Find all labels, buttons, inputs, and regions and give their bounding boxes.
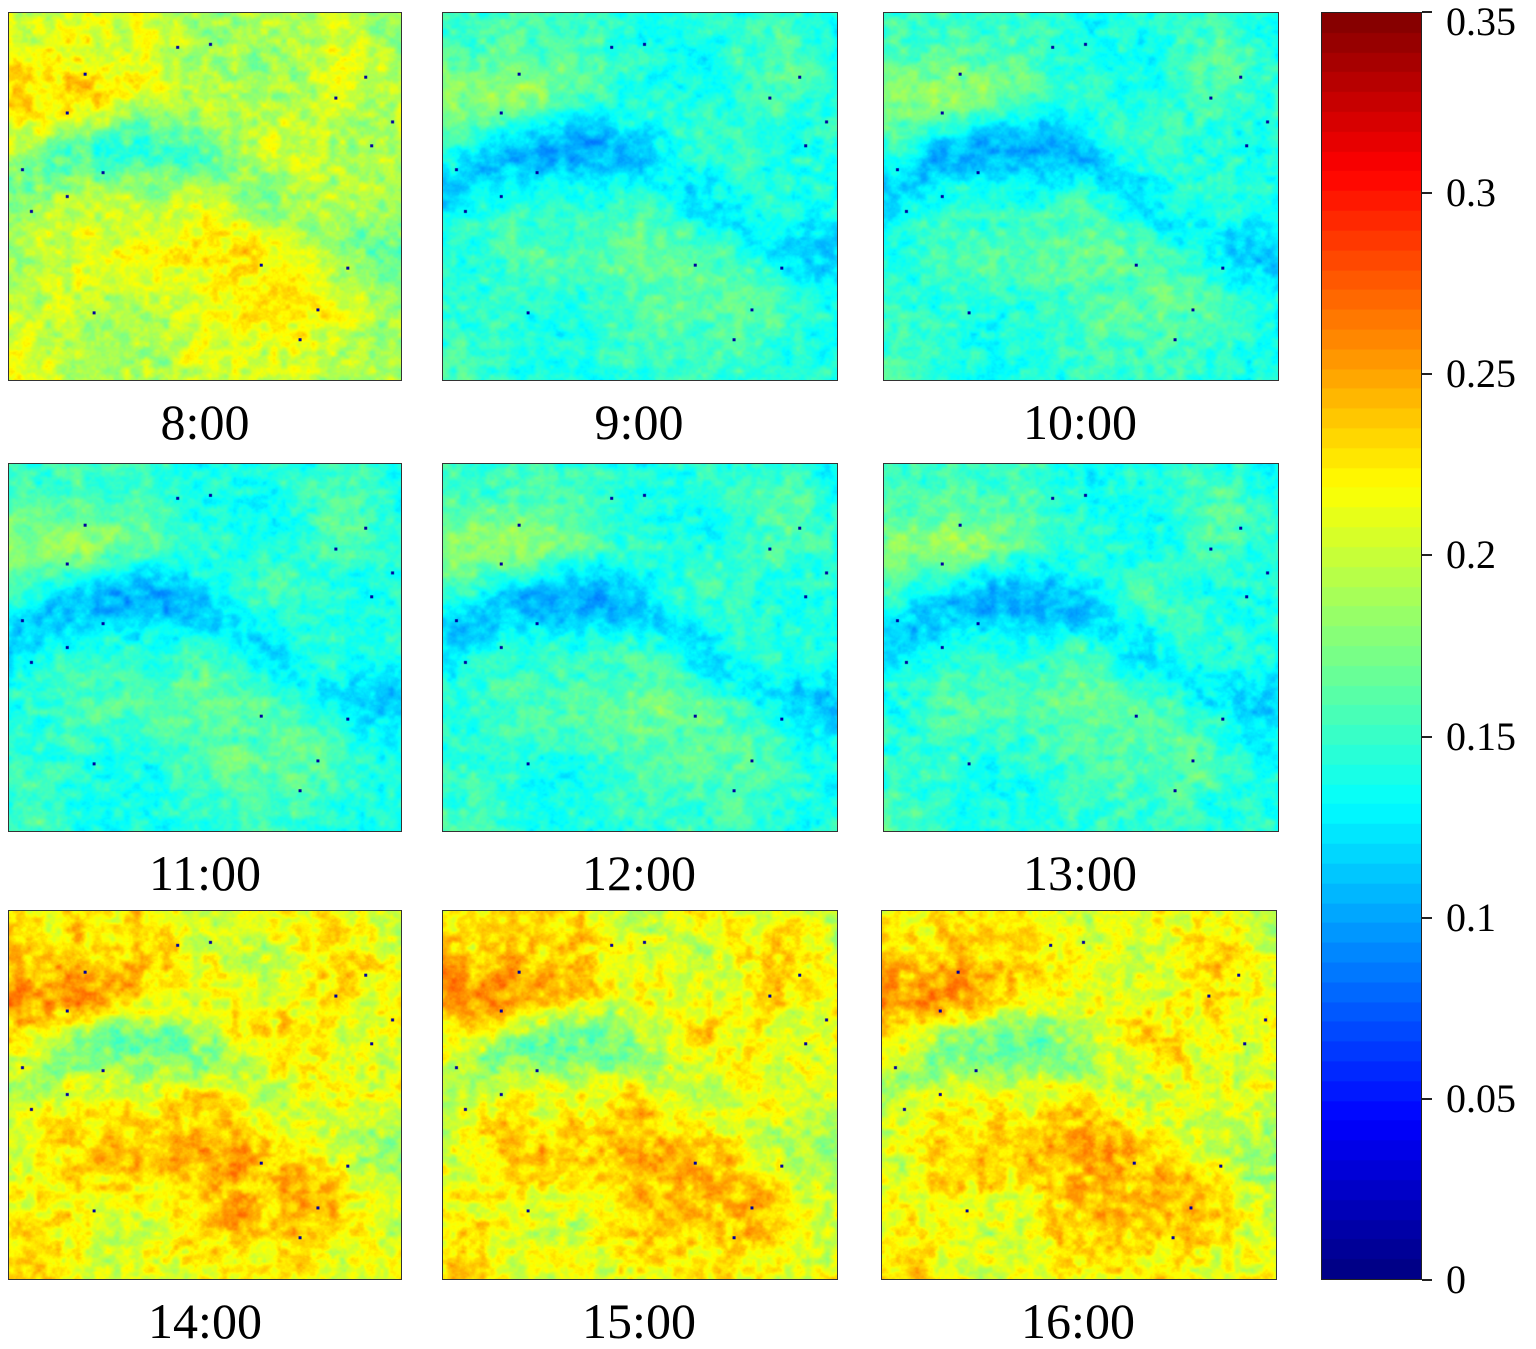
time-label-1300: 13:00 — [1023, 845, 1137, 901]
map-panel-1600 — [881, 910, 1277, 1280]
colorbar-tick-mark — [1422, 735, 1432, 738]
colorbar-tick-mark — [1422, 554, 1432, 557]
map-panel-0800 — [8, 12, 402, 381]
time-label-0900: 9:00 — [594, 394, 684, 450]
map-panel-1400 — [8, 910, 402, 1280]
colorbar-tick-label: 0.25 — [1446, 351, 1516, 397]
time-label-1400: 14:00 — [148, 1293, 262, 1349]
map-panel-1100 — [8, 463, 402, 832]
map-panel-1300 — [883, 463, 1279, 832]
map-panel-1000 — [883, 12, 1279, 381]
colorbar-tick-mark — [1422, 11, 1432, 13]
time-label-1000: 10:00 — [1023, 394, 1137, 450]
time-label-1600: 16:00 — [1021, 1293, 1135, 1349]
colorbar-tick-mark — [1422, 1279, 1432, 1281]
time-label-1500: 15:00 — [582, 1293, 696, 1349]
colorbar-tick-label: 0 — [1446, 1257, 1466, 1302]
colorbar-tick-mark — [1422, 916, 1432, 919]
colorbar-tick-mark — [1422, 373, 1432, 376]
time-label-1100: 11:00 — [148, 845, 262, 901]
colorbar-tick-label: 0.2 — [1446, 532, 1496, 578]
map-panel-1200 — [442, 463, 838, 832]
time-label-1200: 12:00 — [582, 845, 696, 901]
colorbar-tick-label: 0.15 — [1446, 713, 1516, 759]
colorbar-tick-mark — [1422, 1097, 1432, 1100]
colorbar-tick-label: 0.35 — [1446, 0, 1516, 44]
colorbar-tick-label: 0.05 — [1446, 1075, 1516, 1121]
colorbar-tick-label: 0.3 — [1446, 170, 1496, 216]
colorbar-tick-label: 0.1 — [1446, 894, 1496, 940]
colorbar-tick-mark — [1422, 192, 1432, 195]
colorbar — [1321, 12, 1422, 1280]
map-panel-0900 — [442, 12, 838, 381]
time-label-0800: 8:00 — [160, 394, 250, 450]
map-panel-1500 — [442, 910, 838, 1280]
